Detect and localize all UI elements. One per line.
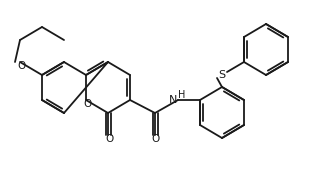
Text: O: O — [17, 61, 25, 71]
Text: O: O — [152, 134, 160, 144]
Text: S: S — [218, 70, 226, 80]
Text: N: N — [169, 95, 177, 105]
Text: O: O — [83, 99, 91, 109]
Text: O: O — [105, 134, 113, 144]
Text: H: H — [178, 90, 185, 100]
